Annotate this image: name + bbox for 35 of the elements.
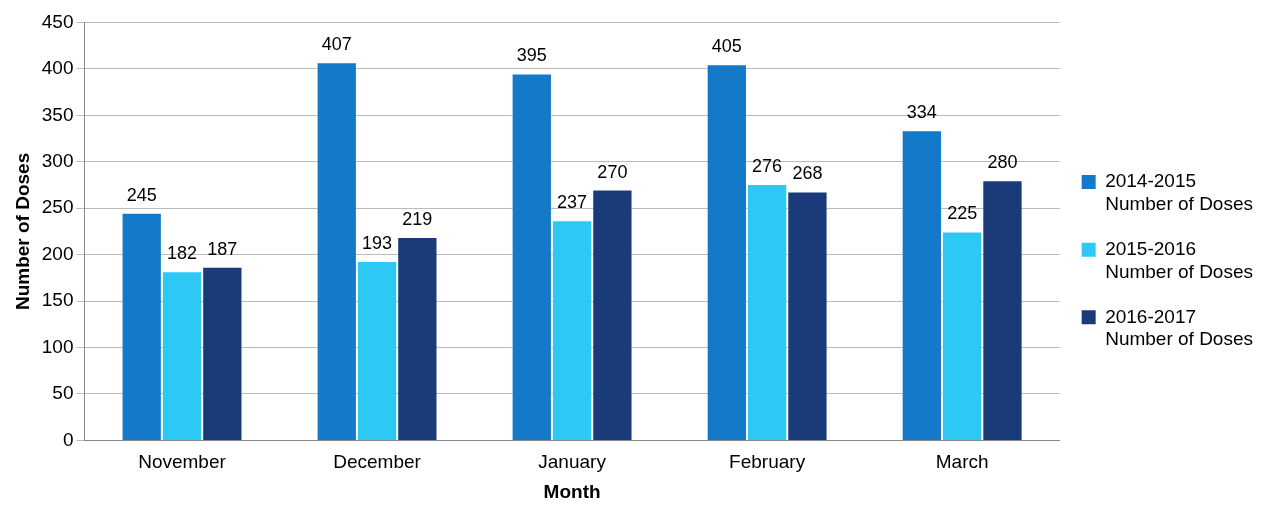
data-label: 407 [321, 34, 352, 55]
data-label: 237 [557, 192, 588, 213]
y-tick-label: 200 [41, 242, 74, 264]
x-axis-title: Month [543, 480, 601, 502]
data-label: 405 [711, 36, 742, 57]
data-label: 245 [126, 184, 157, 205]
y-tick-label: 50 [52, 382, 74, 404]
x-tick-label: January [538, 451, 607, 473]
y-tick-label: 350 [41, 103, 74, 125]
data-label: 225 [947, 203, 978, 224]
x-tick-label: November [138, 451, 227, 473]
y-tick-label: 100 [41, 335, 74, 357]
data-label: 334 [906, 102, 937, 123]
y-tick-label: 300 [41, 149, 74, 171]
data-label: 395 [516, 45, 547, 66]
data-label: 268 [792, 163, 823, 184]
data-label: 219 [402, 208, 433, 229]
y-tick-label: 400 [41, 57, 74, 79]
y-tick-label: 0 [62, 428, 74, 450]
data-label: 187 [207, 238, 238, 259]
x-tick-label: February [729, 451, 806, 473]
legend-label: 2016-2017 Number of Doses [1105, 305, 1254, 350]
data-label: 270 [597, 161, 628, 182]
data-label: 193 [362, 233, 393, 254]
y-tick-label: 450 [41, 10, 74, 32]
legend-label: 2015-2016 Number of Doses [1105, 237, 1254, 282]
legend-label: 2014-2015 Number of Doses [1105, 170, 1254, 215]
data-label: 280 [987, 152, 1018, 173]
y-tick-label: 150 [41, 289, 74, 311]
data-label: 276 [752, 156, 783, 176]
y-axis-title: Number of Doses [11, 152, 33, 311]
x-tick-label: March [935, 451, 989, 473]
y-tick-label: 250 [41, 196, 74, 218]
x-tick-label: December [333, 451, 422, 473]
data-label: 182 [166, 243, 198, 264]
